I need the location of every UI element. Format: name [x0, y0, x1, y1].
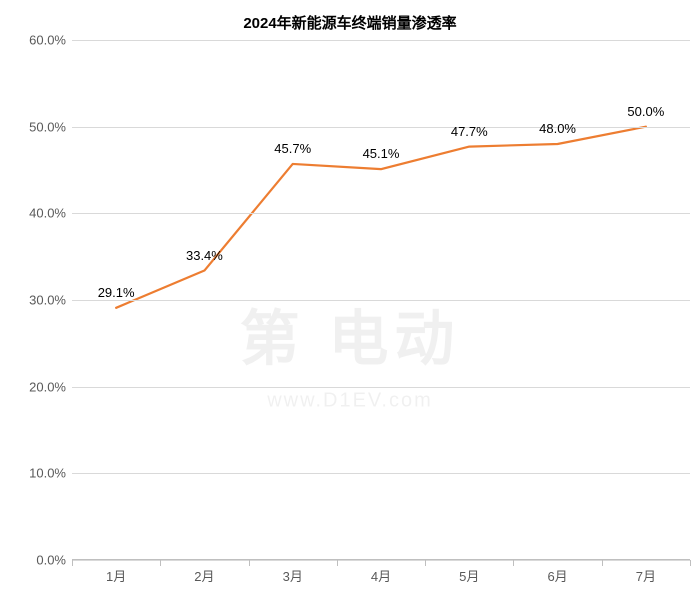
plot-area: 0.0%10.0%20.0%30.0%40.0%50.0%60.0%1月2月3月…	[72, 40, 690, 560]
data-point-label: 48.0%	[539, 121, 576, 136]
x-tick-mark	[425, 560, 426, 566]
x-tick-label: 4月	[371, 560, 391, 585]
data-point-label: 47.7%	[451, 124, 488, 139]
data-point-label: 33.4%	[186, 248, 223, 263]
y-tick-label: 40.0%	[29, 206, 72, 221]
x-tick-mark	[690, 560, 691, 566]
y-tick-label: 20.0%	[29, 379, 72, 394]
y-grid-line	[72, 473, 690, 474]
y-grid-line	[72, 127, 690, 128]
x-tick-mark	[160, 560, 161, 566]
data-point-label: 29.1%	[98, 285, 135, 300]
data-point-label: 50.0%	[627, 104, 664, 119]
x-tick-mark	[602, 560, 603, 566]
y-grid-line	[72, 213, 690, 214]
data-point-label: 45.7%	[274, 141, 311, 156]
x-tick-label: 7月	[636, 560, 656, 585]
y-grid-line	[72, 387, 690, 388]
x-tick-label: 6月	[547, 560, 567, 585]
y-tick-label: 30.0%	[29, 293, 72, 308]
chart-container: 2024年新能源车终端销量渗透率 第 电动 www.D1EV.com 0.0%1…	[0, 0, 700, 608]
y-tick-label: 10.0%	[29, 466, 72, 481]
x-tick-label: 1月	[106, 560, 126, 585]
y-tick-label: 0.0%	[36, 553, 72, 568]
x-tick-label: 5月	[459, 560, 479, 585]
x-tick-label: 3月	[283, 560, 303, 585]
data-point-label: 45.1%	[363, 146, 400, 161]
x-tick-mark	[72, 560, 73, 566]
y-tick-label: 50.0%	[29, 119, 72, 134]
y-tick-label: 60.0%	[29, 33, 72, 48]
x-tick-mark	[249, 560, 250, 566]
y-grid-line	[72, 300, 690, 301]
x-tick-label: 2月	[194, 560, 214, 585]
x-tick-mark	[337, 560, 338, 566]
chart-title: 2024年新能源车终端销量渗透率	[0, 12, 700, 33]
x-tick-mark	[513, 560, 514, 566]
y-grid-line	[72, 40, 690, 41]
